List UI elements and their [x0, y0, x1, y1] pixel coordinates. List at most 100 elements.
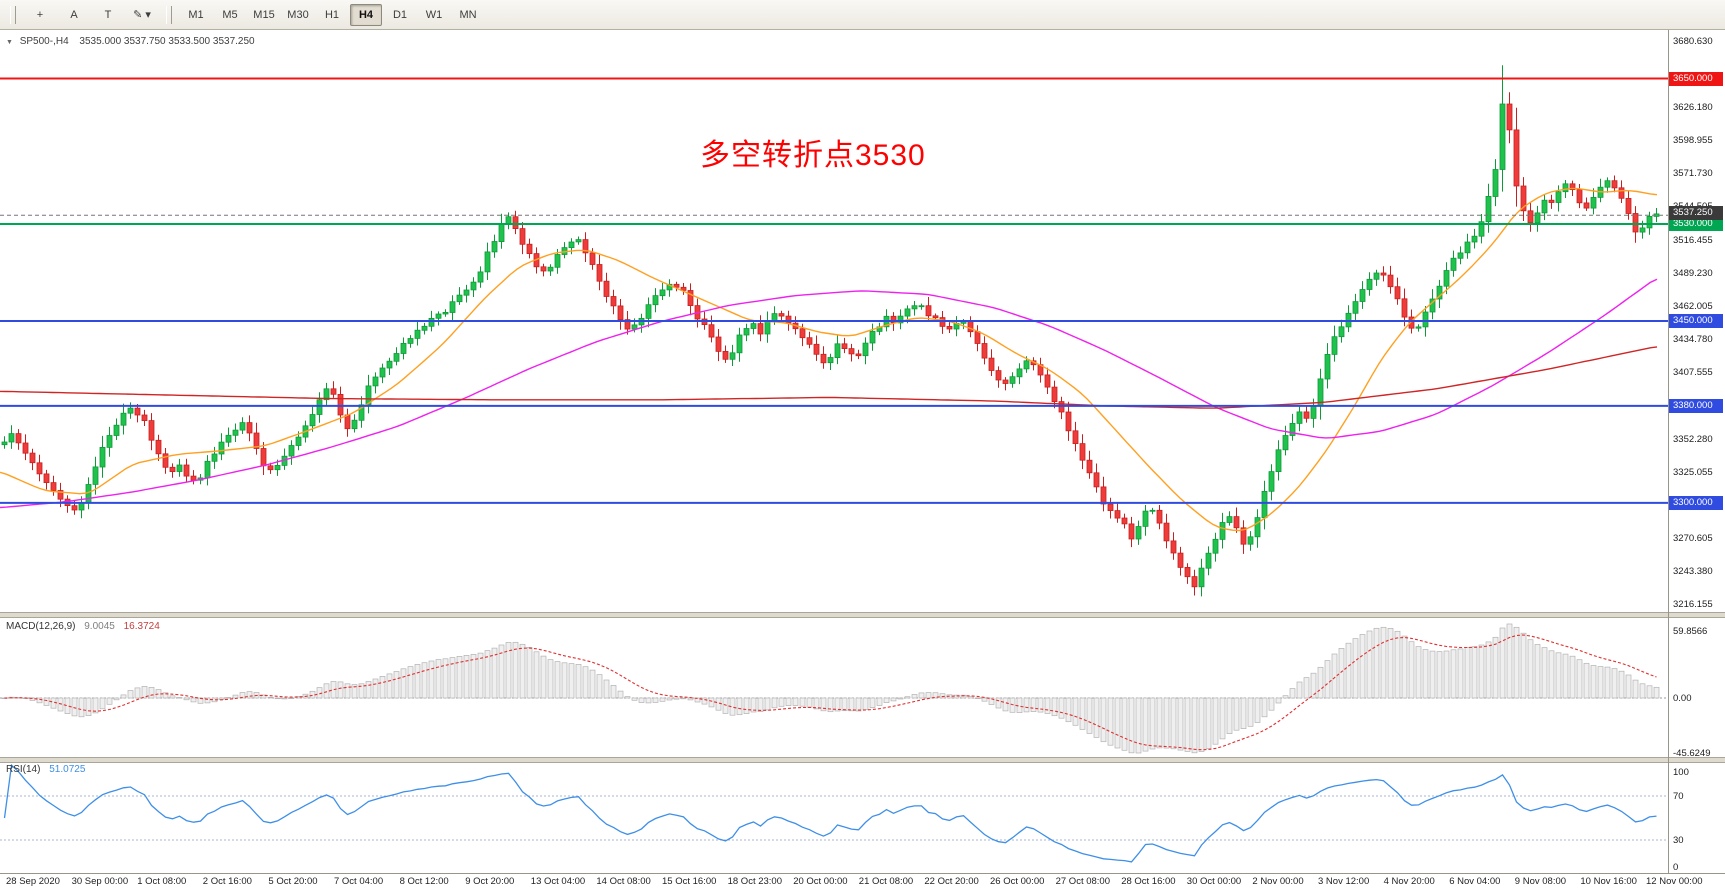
time-axis-label: 13 Oct 04:00	[530, 876, 586, 887]
price-axis-label: 3325.055	[1673, 466, 1713, 478]
time-axis-label: 14 Oct 08:00	[596, 876, 651, 887]
time-axis-label: 8 Oct 12:00	[399, 876, 449, 887]
timeframe-button-d1[interactable]: D1	[392, 8, 408, 21]
price-axis-label: 3489.230	[1673, 267, 1713, 279]
drawing-tool-button[interactable]: ✎ ▾	[133, 9, 151, 21]
toolbar: + A T ✎ ▾ M1 M5 M15 M30 H1 H4 D1 W1 MN	[0, 0, 1725, 30]
price-badge-3650.000: 3650.000	[1669, 71, 1723, 86]
crosshair-tool-button[interactable]: +	[36, 8, 44, 21]
price-axis-label: 3270.605	[1673, 533, 1713, 545]
timeframe-button-m1[interactable]: M1	[188, 8, 204, 21]
time-axis-label: 4 Nov 20:00	[1383, 876, 1435, 887]
macd-axis-label: -45.6249	[1673, 748, 1711, 759]
timeframe-button-h1[interactable]: H1	[324, 8, 340, 21]
pane-separator[interactable]	[0, 612, 1725, 618]
price-axis-label: 3680.630	[1673, 35, 1713, 47]
macd-pane-label: MACD(12,26,9) 9.0045 16.3724	[6, 621, 160, 632]
time-axis-label: 30 Sep 00:00	[71, 876, 129, 887]
time-axis-label: 7 Oct 04:00	[334, 876, 384, 887]
price-badge-3380.000: 3380.000	[1669, 398, 1723, 413]
price-badge-3300.000: 3300.000	[1669, 495, 1723, 510]
price-axis-label: 3462.005	[1673, 300, 1713, 312]
time-axis-label: 9 Nov 08:00	[1514, 876, 1567, 887]
timeframe-button-m30[interactable]: M30	[287, 8, 309, 21]
drawing-toolbar: + A T ✎ ▾	[24, 4, 158, 26]
axis-separator-vertical	[1668, 30, 1669, 873]
candlesticks-layer	[1, 65, 1660, 597]
price-axis-label: 3352.280	[1673, 433, 1713, 445]
timeframe-button-h4[interactable]: H4	[350, 3, 382, 26]
horizontal-levels-layer	[0, 77, 1668, 504]
macd-signal-value: 16.3724	[123, 621, 160, 632]
pane-separator[interactable]	[0, 757, 1725, 763]
symbol-ohlc-line: ▼ SP500-,H4 3535.000 3537.750 3533.500 3…	[6, 36, 255, 47]
price-axis-label: 3516.455	[1673, 234, 1713, 246]
time-axis-label: 3 Nov 12:00	[1318, 876, 1370, 887]
time-axis-label: 1 Oct 08:00	[137, 876, 187, 887]
time-axis[interactable]: 28 Sep 2020 30 Sep 00:00 1 Oct 08:00 2 Oct …	[0, 874, 1725, 892]
time-axis-label: 10 Nov 16:00	[1580, 876, 1637, 887]
timeframe-button-w1[interactable]: W1	[425, 8, 443, 21]
time-axis-label: 2 Nov 00:00	[1252, 876, 1304, 887]
chevron-down-icon[interactable]: ▼	[6, 39, 13, 46]
macd-axis-label: 59.8566	[1673, 626, 1708, 637]
price-axis-label: 3626.180	[1673, 101, 1713, 113]
timeframe-toolbar: M1 M5 M15 M30 H1 H4 D1 W1 MN	[180, 3, 484, 26]
macd-value: 9.0045	[84, 621, 115, 632]
text-label-tool-button[interactable]: A	[70, 8, 78, 21]
price-axis-label: 3407.555	[1673, 366, 1713, 378]
text-tool-button[interactable]: T	[104, 8, 112, 21]
time-axis-label: 2 Oct 16:00	[202, 876, 252, 887]
time-axis-label: 15 Oct 16:00	[662, 876, 717, 887]
time-axis-label: 30 Oct 00:00	[1186, 876, 1242, 887]
timeframe-button-m5[interactable]: M5	[222, 8, 238, 21]
axis-separator-horizontal	[0, 873, 1725, 874]
time-axis-label: 26 Oct 00:00	[990, 876, 1045, 887]
price-axis-label: 3571.730	[1673, 167, 1713, 179]
ma-slow-red	[0, 346, 1658, 409]
rsi-axis-label: 30	[1673, 834, 1684, 846]
price-badge-3530.000: 3530.000	[1669, 217, 1723, 231]
macd-signal-line	[4, 634, 1657, 751]
time-axis-label: 27 Oct 08:00	[1055, 876, 1110, 887]
price-badge-3450.000: 3450.000	[1669, 314, 1723, 328]
current-price-badge: 3537.250	[1669, 206, 1723, 221]
ma-mid-magenta	[0, 278, 1658, 509]
symbol-label: SP500-,H4	[19, 36, 69, 47]
timeframe-button-m15[interactable]: M15	[253, 8, 275, 21]
annotation-text[interactable]: 多空转折点3530	[700, 139, 926, 172]
timeframe-button-mn[interactable]: MN	[459, 8, 477, 21]
macd-title: MACD(12,26,9)	[6, 621, 76, 632]
rsi-axis-label: 70	[1673, 790, 1684, 802]
time-axis-label: 28 Oct 16:00	[1121, 876, 1176, 887]
rsi-line	[3, 763, 1657, 863]
time-axis-label: 5 Oct 20:00	[268, 876, 318, 887]
time-axis-label: 20 Oct 00:00	[793, 876, 848, 887]
rsi-title: RSI(14)	[6, 764, 41, 775]
rsi-pane-label: RSI(14) 51.0725	[6, 764, 85, 775]
time-axis-label: 12 Nov 00:00	[1646, 876, 1703, 887]
time-axis-label: 18 Oct 23:00	[727, 876, 782, 887]
price-axis-label: 3243.380	[1673, 566, 1713, 578]
time-axis-label: 28 Sep 2020	[6, 876, 60, 887]
ma-fast-orange	[0, 187, 1658, 532]
ohlc-values: 3535.000 3537.750 3533.500 3537.250	[79, 36, 255, 47]
time-axis-label: 9 Oct 20:00	[465, 876, 515, 887]
rsi-value: 51.0725	[49, 764, 86, 775]
price-axis[interactable]: 3680.6303626.1803598.9553571.7303544.505…	[1668, 30, 1725, 873]
price-axis-label: 3598.955	[1673, 134, 1713, 146]
rsi-axis-label: 100	[1673, 767, 1689, 778]
rsi-axis-label: 0	[1673, 862, 1679, 873]
price-axis-label: 3216.155	[1673, 599, 1713, 611]
time-axis-label: 22 Oct 20:00	[924, 876, 979, 887]
macd-layer	[0, 623, 1668, 754]
toolbar-grip[interactable]	[166, 5, 172, 24]
macd-axis-label: 0.00	[1673, 692, 1692, 704]
price-axis-label: 3434.780	[1673, 333, 1713, 345]
moving-averages-layer	[0, 187, 1658, 532]
toolbar-grip[interactable]	[10, 5, 16, 24]
rsi-layer	[0, 763, 1668, 863]
time-axis-label: 21 Oct 08:00	[858, 876, 914, 887]
